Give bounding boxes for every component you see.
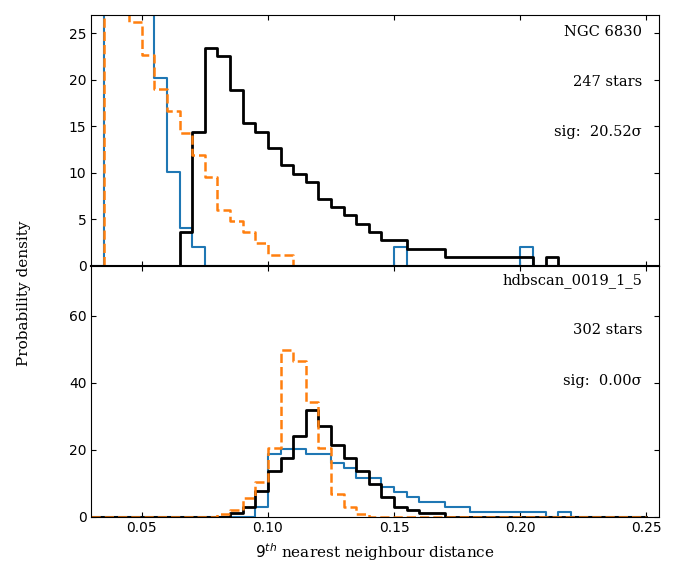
Text: Probability density: Probability density bbox=[17, 221, 30, 366]
Text: 302 stars: 302 stars bbox=[573, 323, 642, 338]
Text: 247 stars: 247 stars bbox=[573, 75, 642, 89]
Text: NGC 6830: NGC 6830 bbox=[564, 25, 642, 39]
Text: hdbscan_0019_1_5: hdbscan_0019_1_5 bbox=[502, 273, 642, 288]
X-axis label: $9^{th}$ nearest neighbour distance: $9^{th}$ nearest neighbour distance bbox=[256, 541, 495, 563]
Text: sig:  0.00σ: sig: 0.00σ bbox=[563, 373, 642, 387]
Text: sig:  20.52σ: sig: 20.52σ bbox=[554, 125, 642, 139]
